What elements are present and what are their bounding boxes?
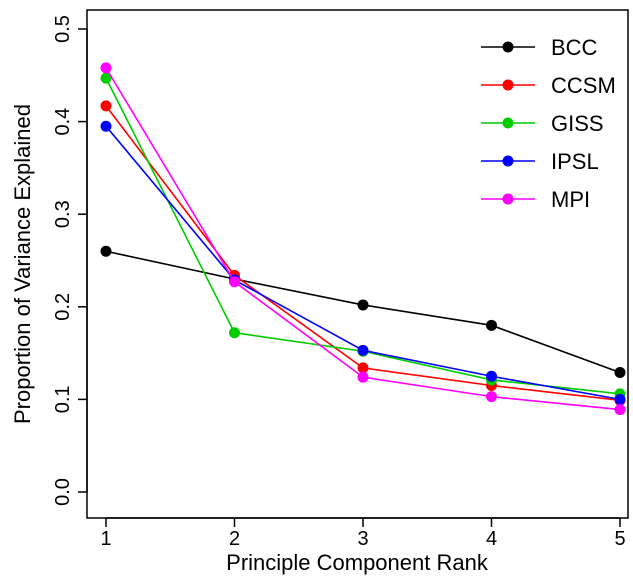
series-line-ipsl (105, 125, 621, 401)
legend-marker-mpi (502, 193, 514, 205)
legend-label-ipsl: IPSL (551, 149, 599, 174)
data-point-mpi (486, 391, 497, 403)
legend-label-giss: GISS (551, 111, 604, 136)
y-tick-label: 0.3 (52, 200, 74, 228)
legend-marker-bcc (502, 41, 514, 53)
legend-marker-giss (502, 117, 514, 129)
x-axis: 1 2 3 4 5 (100, 517, 626, 550)
y-axis: 0.0 0.1 0.2 0.3 0.4 0.5 (52, 15, 88, 506)
legend-marker-ccsm (502, 79, 514, 91)
series-layer (100, 62, 626, 416)
data-point-bcc (357, 299, 369, 311)
data-point-bcc (100, 245, 112, 257)
x-tick-label: 4 (486, 528, 497, 550)
data-point-ccsm (357, 362, 369, 374)
legend-label-bcc: BCC (551, 35, 598, 60)
legend: BCC CCSM GISS IPSL MPI (481, 35, 616, 212)
data-point-ipsl (486, 370, 497, 382)
y-tick-label: 0.5 (52, 15, 74, 43)
y-tick-label: 0.1 (52, 385, 74, 413)
legend-marker-ipsl (502, 155, 514, 167)
y-tick-label: 0.4 (52, 108, 74, 136)
y-axis-label: Proportion of Variance Explained (10, 104, 35, 424)
x-tick-label: 3 (357, 528, 368, 550)
y-tick-label: 0.0 (52, 478, 74, 506)
data-point-ccsm (100, 100, 112, 112)
legend-label-mpi: MPI (551, 187, 590, 212)
x-tick-label: 5 (614, 528, 625, 550)
data-point-ipsl (614, 393, 626, 405)
y-tick-label: 0.2 (52, 293, 74, 321)
data-point-giss (100, 72, 112, 84)
data-point-ipsl (357, 344, 369, 356)
data-point-mpi (614, 404, 626, 416)
data-point-mpi (357, 371, 369, 383)
data-point-giss (229, 327, 240, 339)
data-point-mpi (100, 62, 112, 74)
data-point-bcc (614, 367, 626, 379)
x-tick-label: 1 (100, 528, 111, 550)
data-point-bcc (486, 319, 497, 331)
data-point-mpi (229, 276, 240, 288)
series-line-mpi (105, 67, 621, 411)
x-axis-label: Principle Component Rank (226, 550, 489, 575)
x-tick-label: 2 (229, 528, 240, 550)
legend-label-ccsm: CCSM (551, 73, 616, 98)
data-point-ipsl (100, 120, 112, 132)
